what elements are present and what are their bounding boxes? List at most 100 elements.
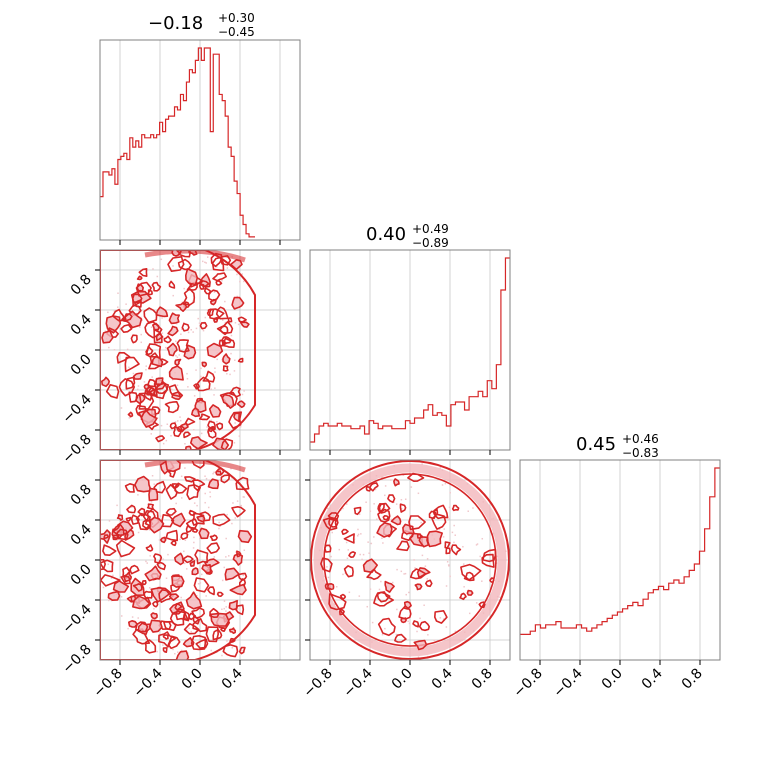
contour-level xyxy=(220,474,230,484)
sample-point xyxy=(175,340,177,343)
sample-point xyxy=(475,602,478,604)
sample-point xyxy=(196,595,198,597)
contour-level xyxy=(227,317,233,323)
sample-point xyxy=(400,570,403,573)
sample-point xyxy=(108,346,110,349)
sample-point xyxy=(190,630,192,633)
sample-point xyxy=(179,416,181,418)
sample-point xyxy=(172,648,174,651)
contour-level xyxy=(171,575,185,588)
contour-level xyxy=(215,279,223,286)
contour-level xyxy=(120,324,133,333)
sample-point xyxy=(208,480,211,482)
sample-point xyxy=(413,559,415,561)
contour-level xyxy=(373,591,394,607)
x-tick-label: 0.8 xyxy=(679,666,706,693)
sample-point xyxy=(438,528,441,531)
contour-level xyxy=(238,646,246,655)
sample-point xyxy=(462,545,464,548)
sample-point xyxy=(439,617,442,619)
sample-point xyxy=(416,630,418,633)
contour-level xyxy=(194,549,209,565)
contour-level xyxy=(221,336,232,345)
contours-r2c1 xyxy=(310,460,510,660)
contour-level xyxy=(428,510,437,519)
sample-point xyxy=(370,542,373,545)
title-param-2-minus: −0.83 xyxy=(622,446,659,460)
contour-level xyxy=(178,250,191,258)
sample-point xyxy=(226,513,228,516)
contour-level xyxy=(377,617,396,637)
sample-point xyxy=(148,529,151,531)
sample-point xyxy=(187,386,189,388)
sample-point xyxy=(205,595,207,597)
contour-level xyxy=(229,583,247,596)
sample-point xyxy=(172,265,174,267)
contour-level xyxy=(125,516,132,522)
sample-point xyxy=(481,537,484,540)
contour-level xyxy=(160,536,167,544)
sample-point xyxy=(224,321,227,324)
sample-point xyxy=(367,541,369,543)
sample-point xyxy=(176,356,179,359)
contour-level xyxy=(163,335,172,344)
contour-level xyxy=(222,353,231,365)
sample-point xyxy=(454,630,457,633)
contour-level xyxy=(168,365,184,381)
sample-point xyxy=(183,321,185,324)
sample-point xyxy=(419,617,421,620)
sample-point xyxy=(110,577,113,579)
sample-point xyxy=(347,549,350,551)
contour-level xyxy=(212,513,231,527)
contour-level xyxy=(174,552,185,566)
contour-level xyxy=(327,583,335,591)
contour-level xyxy=(143,383,150,390)
contour-level xyxy=(235,604,245,616)
sample-point xyxy=(167,553,169,556)
contour-level xyxy=(118,378,135,397)
sample-point xyxy=(226,372,228,375)
contour-level xyxy=(215,470,222,476)
sample-point xyxy=(423,604,425,607)
contour-level xyxy=(199,322,208,330)
sample-point xyxy=(107,311,109,314)
contour-level xyxy=(212,628,223,641)
sample-point xyxy=(467,510,469,512)
x-tick-label: −0.4 xyxy=(550,665,585,700)
sample-point xyxy=(221,654,223,657)
contours-r2c0 xyxy=(100,460,256,660)
sample-point xyxy=(156,650,158,653)
sample-point xyxy=(180,333,182,335)
sample-point xyxy=(204,501,206,504)
y-tick-label: −0.8 xyxy=(59,642,94,677)
contour-level xyxy=(216,321,234,334)
sample-point xyxy=(112,574,114,577)
title-param-0-minus: −0.45 xyxy=(218,25,255,39)
sample-point xyxy=(405,593,407,596)
contour-level xyxy=(145,544,154,552)
contour-level xyxy=(180,532,189,540)
contour-level xyxy=(121,310,143,329)
sample-point xyxy=(108,520,111,522)
sample-point xyxy=(441,484,444,486)
sample-point xyxy=(369,510,372,512)
sample-point xyxy=(359,553,361,556)
y-tick-label: −0.4 xyxy=(59,391,94,426)
contour-level xyxy=(191,407,201,418)
contour-level xyxy=(450,544,462,556)
x-tick-label: 0.8 xyxy=(469,666,496,693)
contour-level xyxy=(130,334,138,344)
contour-level xyxy=(228,411,242,429)
sample-point xyxy=(113,349,116,351)
sample-point xyxy=(448,518,450,520)
contour-level xyxy=(184,476,196,483)
sample-point xyxy=(135,518,137,520)
contour-level xyxy=(413,639,428,651)
sample-point xyxy=(204,492,206,495)
contour-level xyxy=(102,544,117,556)
sample-point xyxy=(243,280,245,283)
sample-point xyxy=(448,565,450,567)
sample-point xyxy=(362,553,365,556)
sample-point xyxy=(345,541,348,544)
contour-level xyxy=(120,575,131,585)
